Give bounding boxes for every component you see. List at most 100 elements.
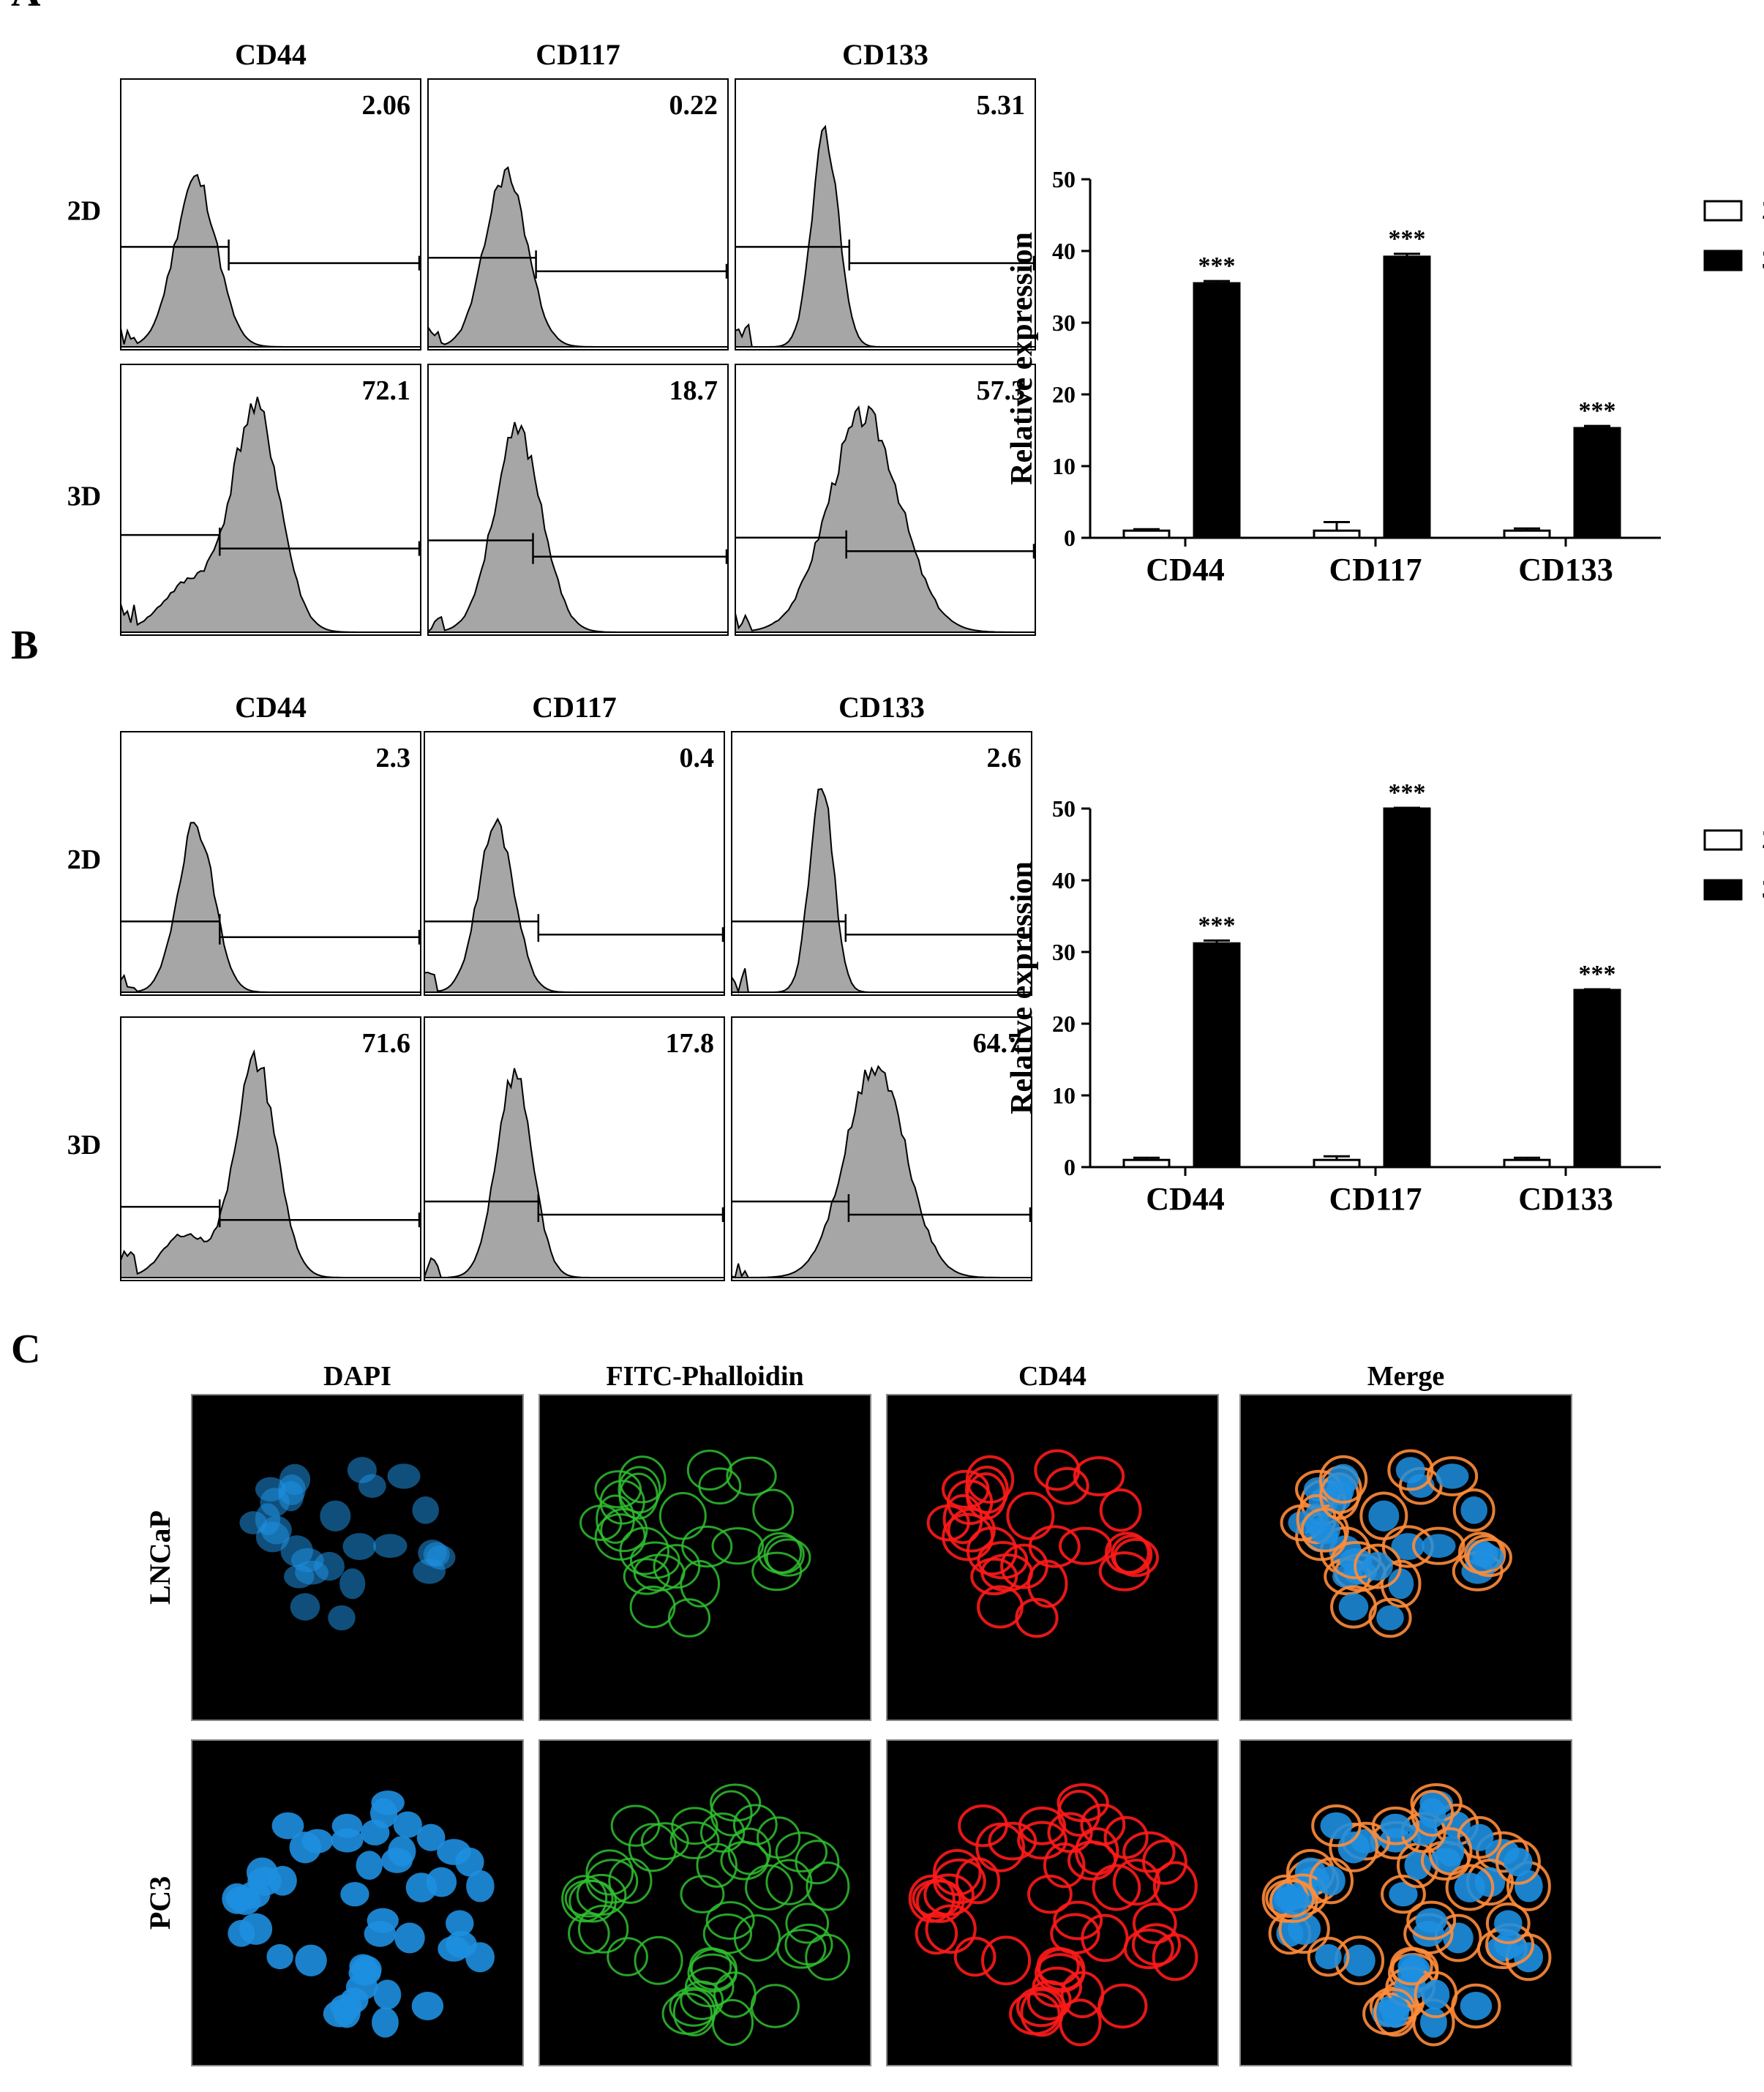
cell-membrane	[1354, 1543, 1402, 1589]
cell-membrane	[970, 1557, 1018, 1596]
cell-membrane	[1406, 1900, 1457, 1941]
micrograph-frame	[538, 1739, 871, 2066]
significance-label: ***	[1579, 397, 1616, 424]
cell-membrane	[1426, 1456, 1479, 1496]
cell-membrane	[618, 1455, 667, 1504]
nucleus	[416, 1823, 446, 1851]
cell-membrane	[596, 1494, 635, 1544]
cell-membrane	[1032, 1966, 1083, 2008]
nucleus	[349, 1954, 377, 1979]
y-axis-label: Relative expression	[1005, 232, 1039, 485]
nucleus	[333, 1997, 361, 2028]
cell-membrane	[1036, 1946, 1080, 1986]
cell-membrane	[805, 1933, 850, 1981]
nucleus	[268, 1865, 297, 1896]
cell-membrane	[1152, 1861, 1198, 1911]
percentage-value: 72.1	[362, 375, 411, 406]
percentage-value: 2.6	[987, 743, 1022, 773]
bar-3d	[1193, 282, 1241, 539]
nucleus	[1381, 1997, 1409, 2028]
cell-membrane	[912, 1879, 962, 1919]
cell-membrane	[669, 1821, 720, 1859]
cell-membrane	[964, 1466, 1009, 1514]
nucleus	[426, 1545, 456, 1570]
y-tick-label: 40	[1052, 867, 1076, 893]
nucleus	[1316, 1865, 1345, 1896]
cell-membrane	[1452, 1488, 1495, 1532]
nucleus	[290, 1593, 320, 1621]
y-tick-label: 0	[1064, 525, 1076, 551]
y-tick-label: 10	[1052, 453, 1076, 479]
histogram-curve	[735, 124, 1035, 348]
y-tick-label: 10	[1052, 1082, 1076, 1109]
cell-membrane	[785, 1902, 830, 1944]
cell-membrane	[757, 1531, 803, 1574]
nucleus	[1338, 1593, 1369, 1621]
plot-frame	[735, 78, 1036, 350]
cell-membrane	[618, 1466, 661, 1514]
cell-membrane	[680, 1875, 725, 1913]
significance-label: ***	[1389, 225, 1426, 252]
nucleus	[1422, 1979, 1450, 2010]
cell-membrane	[1060, 1971, 1105, 2019]
significance-label: ***	[1389, 779, 1426, 806]
nucleus	[225, 1886, 258, 1911]
nucleus	[1435, 1463, 1469, 1489]
cell-membrane	[1389, 1946, 1433, 1986]
nucleus	[1380, 1813, 1411, 1838]
cell-membrane	[684, 1967, 735, 2008]
nucleus	[1436, 1836, 1465, 1867]
micrograph-cd44	[886, 1394, 1219, 1721]
cell-membrane	[1073, 1456, 1125, 1496]
nucleus	[279, 1463, 311, 1495]
bar-2d	[1313, 1158, 1361, 1169]
cell-membrane	[628, 1823, 678, 1872]
cell-membrane	[568, 1912, 610, 1954]
cell-membrane	[784, 1923, 833, 1966]
x-tick-label: CD44	[1146, 1181, 1225, 1217]
cell-membrane	[713, 1971, 757, 2018]
cell-membrane	[686, 1450, 732, 1491]
nucleus	[1460, 1496, 1487, 1524]
nucleus	[1454, 1872, 1486, 1902]
legend-swatch	[1703, 200, 1743, 222]
cell-membrane	[672, 1988, 716, 2036]
cell-membrane	[1099, 1488, 1142, 1532]
cell-membrane	[1495, 1839, 1541, 1885]
cell-membrane	[610, 1804, 661, 1847]
cell-membrane	[705, 1901, 755, 1941]
cell-membrane	[1027, 1875, 1073, 1914]
cell-membrane	[1015, 1597, 1059, 1638]
significance-label: ***	[1198, 252, 1236, 280]
channel-label: FITC-Phalloidin	[606, 1361, 803, 1392]
legend-swatch	[1703, 250, 1743, 271]
x-tick-label: CD117	[1329, 1181, 1422, 1217]
micrograph-fitc-phalloidin	[538, 1739, 871, 2066]
cell-membrane	[607, 1937, 648, 1976]
y-tick-label: 30	[1052, 939, 1076, 965]
cell-membrane	[745, 1864, 793, 1911]
bar-chart-b: 0 10 20 30 40 50 Relative expression CD44 *** CD1…	[1005, 779, 1764, 1217]
cell-membrane	[1318, 1455, 1368, 1504]
nucleus	[372, 2007, 399, 2038]
cell-membrane	[667, 1598, 711, 1638]
bar-3d	[1193, 942, 1241, 1169]
cell-membrane	[1381, 1875, 1426, 1914]
panel-letter: A	[11, 0, 41, 15]
percentage-value: 2.06	[362, 90, 411, 121]
cell-membrane	[1387, 1449, 1434, 1491]
cell-membrane	[806, 1862, 850, 1911]
cell-membrane	[1142, 1839, 1187, 1885]
nucleus	[345, 1973, 378, 2001]
histogram-curve	[120, 822, 421, 993]
cell-membrane	[1412, 1526, 1465, 1565]
nucleus	[455, 1848, 484, 1877]
percentage-value: 5.31	[977, 90, 1026, 121]
legend-swatch	[1703, 829, 1743, 851]
cell-membrane	[1123, 1928, 1174, 1970]
nucleus	[1320, 1812, 1353, 1840]
cell-membrane	[1113, 1537, 1159, 1578]
nucleus	[1465, 1823, 1494, 1851]
cell-line-label: LNCaP	[143, 1510, 176, 1605]
channel-label: CD44	[1018, 1361, 1086, 1392]
